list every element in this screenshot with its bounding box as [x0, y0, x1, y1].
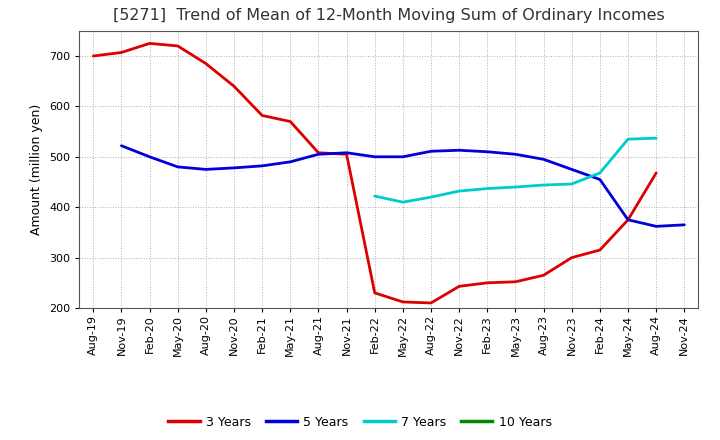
5 Years [399, 154, 408, 159]
3 Years [258, 113, 266, 118]
5 Years [539, 157, 548, 162]
7 Years [511, 184, 520, 190]
3 Years [511, 279, 520, 284]
3 Years [399, 299, 408, 304]
3 Years [567, 255, 576, 260]
5 Years [286, 159, 294, 165]
3 Years [145, 41, 154, 46]
5 Years [370, 154, 379, 159]
7 Years [539, 183, 548, 188]
Line: 5 Years: 5 Years [122, 146, 684, 226]
7 Years [399, 199, 408, 205]
5 Years [145, 154, 154, 159]
Legend: 3 Years, 5 Years, 7 Years, 10 Years: 3 Years, 5 Years, 7 Years, 10 Years [163, 411, 557, 434]
7 Years [455, 188, 464, 194]
5 Years [258, 163, 266, 169]
7 Years [567, 181, 576, 187]
5 Years [567, 167, 576, 172]
3 Years [174, 43, 182, 48]
3 Years [483, 280, 492, 286]
3 Years [230, 84, 238, 89]
5 Years [314, 152, 323, 157]
7 Years [370, 194, 379, 199]
5 Years [342, 150, 351, 155]
5 Years [595, 177, 604, 182]
Line: 3 Years: 3 Years [94, 44, 656, 303]
7 Years [652, 136, 660, 141]
5 Years [455, 147, 464, 153]
3 Years [202, 61, 210, 66]
Title: [5271]  Trend of Mean of 12-Month Moving Sum of Ordinary Incomes: [5271] Trend of Mean of 12-Month Moving … [113, 7, 665, 23]
Line: 7 Years: 7 Years [374, 138, 656, 202]
5 Years [117, 143, 126, 148]
3 Years [539, 273, 548, 278]
5 Years [174, 164, 182, 169]
5 Years [624, 217, 632, 223]
3 Years [342, 152, 351, 157]
3 Years [624, 217, 632, 223]
3 Years [314, 150, 323, 155]
Y-axis label: Amount (million yen): Amount (million yen) [30, 104, 43, 235]
5 Years [483, 149, 492, 154]
3 Years [427, 301, 436, 306]
3 Years [370, 290, 379, 296]
3 Years [117, 50, 126, 55]
5 Years [427, 149, 436, 154]
5 Years [511, 152, 520, 157]
3 Years [455, 284, 464, 289]
3 Years [89, 53, 98, 59]
5 Years [202, 167, 210, 172]
5 Years [230, 165, 238, 171]
5 Years [680, 222, 688, 227]
7 Years [624, 136, 632, 142]
7 Years [427, 194, 436, 200]
3 Years [652, 170, 660, 176]
7 Years [483, 186, 492, 191]
7 Years [595, 170, 604, 176]
3 Years [286, 119, 294, 124]
3 Years [595, 247, 604, 253]
5 Years [652, 224, 660, 229]
